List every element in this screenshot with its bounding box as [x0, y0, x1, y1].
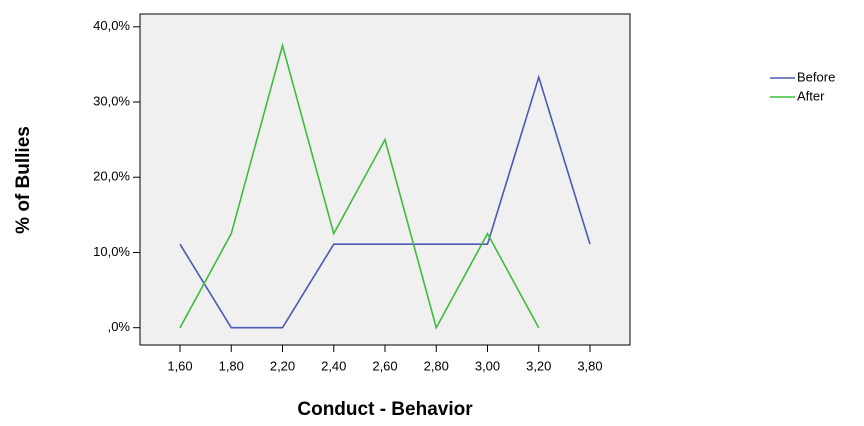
y-tick-label: 10,0% — [93, 244, 130, 259]
legend-label: After — [797, 88, 825, 103]
plot-area — [139, 13, 631, 346]
x-tick-label: 2,60 — [372, 358, 397, 373]
y-tick-label: ,0% — [108, 319, 131, 334]
y-tick-label: 20,0% — [93, 169, 130, 184]
legend-label: Before — [797, 69, 835, 84]
x-tick-label: 2,80 — [424, 358, 449, 373]
series-line — [179, 74, 591, 329]
y-tick-label: 30,0% — [93, 93, 130, 108]
x-tick-label: 3,80 — [577, 358, 602, 373]
x-tick-label: 1,80 — [219, 358, 244, 373]
x-tick-label: 3,00 — [475, 358, 500, 373]
x-axis-title: Conduct - Behavior — [297, 399, 473, 420]
y-tick-label: 40,0% — [93, 18, 130, 33]
x-tick-label: 3,20 — [526, 358, 551, 373]
x-tick-label: 1,60 — [167, 358, 192, 373]
y-axis-title: % of Bullies — [13, 126, 34, 234]
x-tick-label: 2,20 — [270, 358, 295, 373]
series-line — [179, 42, 540, 330]
x-tick-label: 2,40 — [321, 358, 346, 373]
